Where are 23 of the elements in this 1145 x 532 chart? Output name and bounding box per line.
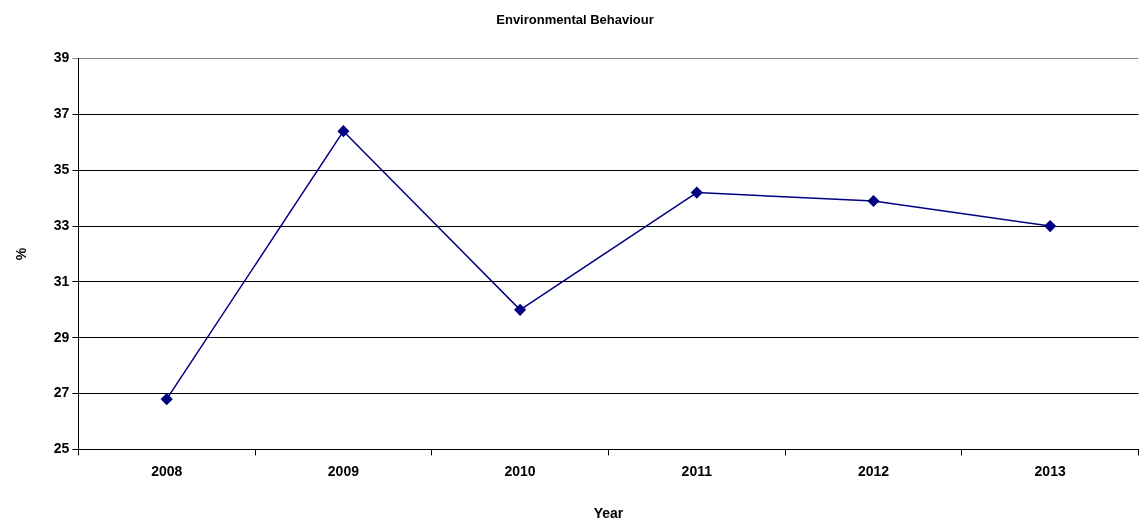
x-tick-label: 2010: [504, 462, 536, 479]
point: [691, 186, 703, 199]
point: [1044, 220, 1056, 232]
point: [160, 393, 173, 405]
y-tick-label: 25: [53, 440, 70, 457]
y-axis-title: %: [13, 247, 30, 261]
point: [337, 125, 350, 137]
y-tick-label: 37: [53, 105, 70, 122]
y-tick-label: 31: [53, 272, 70, 289]
x-tick-label: 2012: [857, 462, 890, 479]
x-axis-title: Year: [593, 505, 624, 522]
point: [514, 304, 526, 316]
y-tick-label: 27: [53, 384, 70, 401]
x-tick-label: 2008: [151, 462, 183, 479]
x-tick-label: 2011: [681, 462, 713, 479]
y-tick-label: 33: [53, 216, 70, 233]
y-tick-label: 35: [53, 161, 70, 178]
chart-title: Environmental Behaviour: [496, 12, 654, 28]
y-tick-label: 39: [53, 49, 70, 66]
x-tick-label: 2009: [327, 462, 360, 479]
y-tick-label: 29: [53, 328, 70, 345]
x-tick-label: 2013: [1034, 462, 1066, 479]
point: [867, 195, 880, 207]
